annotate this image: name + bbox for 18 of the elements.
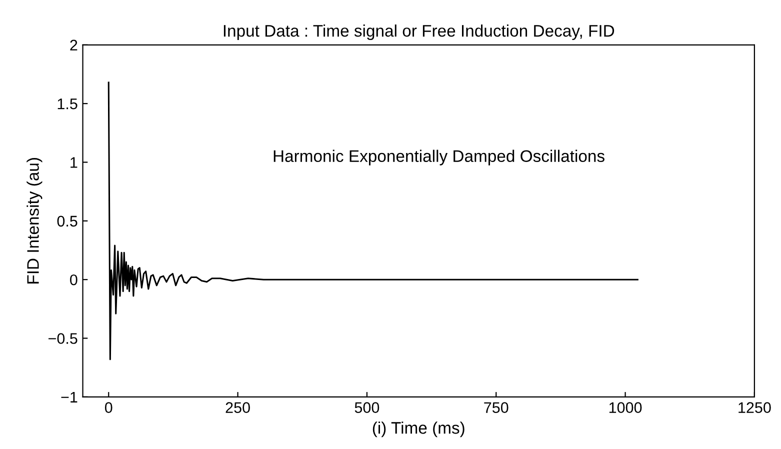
y-tick-label: −1 <box>61 392 78 402</box>
annotation: Harmonic Exponentially Damped Oscillations <box>274 150 604 166</box>
x-tick-label: 0 <box>104 402 112 413</box>
y-tick-label: 2 <box>70 40 78 50</box>
y-tick-label: −0.5 <box>48 333 78 344</box>
x-tick-label: 1250 <box>738 402 771 413</box>
x-tick-label: 250 <box>226 402 250 413</box>
y-axis-title: FID Intensity (au) <box>26 158 42 284</box>
y-tick-label: 1 <box>70 157 78 168</box>
x-tick-label: 1000 <box>609 402 642 413</box>
line-series <box>108 82 638 360</box>
y-tick-label: 0.5 <box>57 216 78 227</box>
y-tick-label: 1.5 <box>58 98 78 110</box>
chart-title: Input Data : Time signal or Free Induction Decay, FID <box>224 24 614 40</box>
x-axis-title: (i) Time (ms) <box>372 422 464 438</box>
y-tick-label: 0 <box>70 274 78 286</box>
x-tick-label: 500 <box>354 402 380 413</box>
x-tick-label: 750 <box>484 402 508 413</box>
